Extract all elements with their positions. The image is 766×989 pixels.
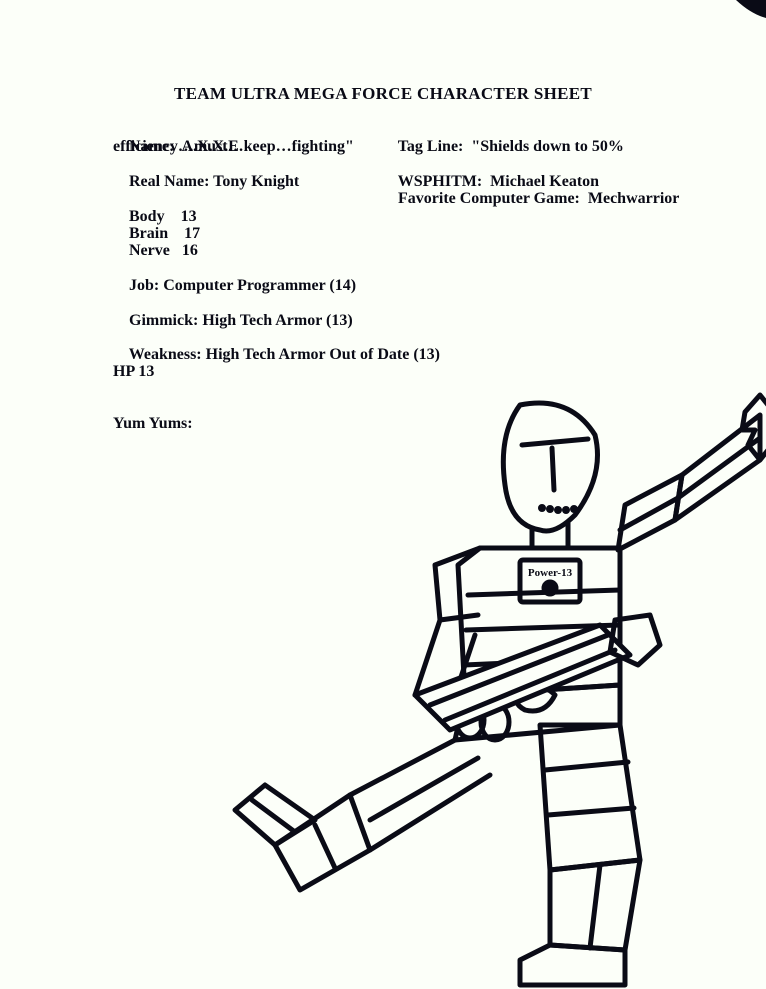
weakness-label: Weakness: [129, 346, 206, 363]
corner-mark [736, 0, 766, 20]
gimmick-label: Gimmick: [129, 312, 202, 329]
weakness-field: Weakness: High Tech Armor Out of Date (1… [113, 328, 440, 382]
tagline-label: Tag Line: [398, 138, 472, 155]
armor-drawing: Power-13 [220, 390, 766, 989]
job-value: Computer Programmer (14) [163, 277, 356, 294]
tagline-continuation: efficiency…must…keep…fighting" [113, 138, 354, 156]
character-sheet-page: TEAM ULTRA MEGA FORCE CHARACTER SHEET Na… [0, 0, 766, 989]
favgame-value: Mechwarrior [588, 190, 680, 207]
stat-nerve-value: 16 [182, 242, 198, 259]
sheet-title: TEAM ULTRA MEGA FORCE CHARACTER SHEET [0, 84, 766, 104]
realname-value: Tony Knight [213, 173, 299, 190]
favgame-label: Favorite Computer Game: [398, 190, 588, 207]
gimmick-value: High Tech Armor (13) [202, 312, 352, 329]
weakness-value: High Tech Armor Out of Date (13) [206, 346, 440, 363]
favgame-field: Favorite Computer Game: Mechwarrior [382, 172, 679, 226]
badge-text: Power-13 [528, 567, 573, 579]
job-label: Job: [129, 277, 163, 294]
tagline-value: "Shields down to 50% [471, 138, 623, 155]
realname-label: Real Name: [129, 173, 213, 190]
hp-field: HP 13 [113, 363, 154, 381]
stat-nerve-label: Nerve [129, 242, 170, 259]
yumyums-field: Yum Yums: [113, 415, 193, 433]
